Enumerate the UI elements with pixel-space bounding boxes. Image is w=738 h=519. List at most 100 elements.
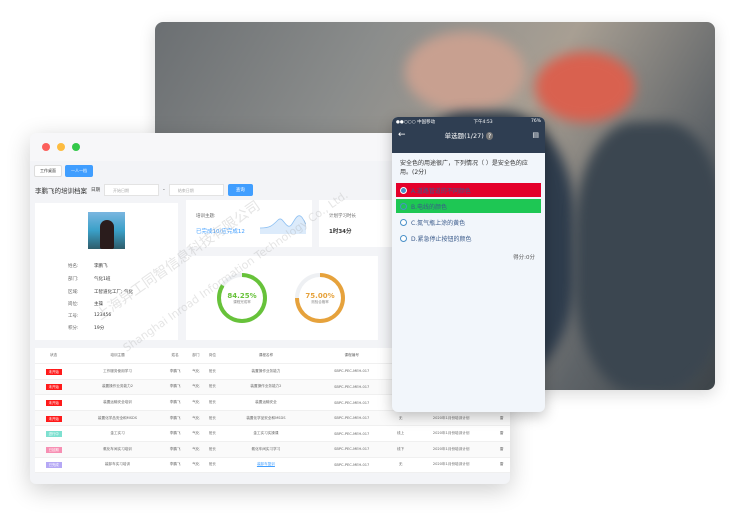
start-date-input[interactable]: 开始日期 <box>104 184 159 196</box>
table-cell: SBPC-PEC-MEH-017 <box>311 379 393 396</box>
ring-label: 测验合格率 <box>311 299 329 304</box>
stats-card: 84.25% 课程完成率 75.00% 测验合格率 <box>186 256 378 340</box>
table-cell: 氨化车间实习学习 <box>220 441 312 458</box>
plan-value: 1时34分 <box>329 229 352 235</box>
phone-header: ●●○○○ 中国移动 下午4:53 76% ← 单选题(1/27) ? ▤ <box>392 117 545 153</box>
status-badge: 未开始 <box>45 384 62 391</box>
date-label: 日期 <box>91 188 100 193</box>
field-label: 姓名: <box>68 264 79 269</box>
training-table: 状态培训主题姓名部门岗位课程名称课程编号方式培训计划讲师 未开始工作服务使用学习… <box>35 348 510 474</box>
table-cell: 气化 <box>187 441 205 458</box>
table-cell: SBPC-PEC-MEH-017 <box>311 457 393 474</box>
column-header: 课程名称 <box>220 348 312 365</box>
table-cell: SBPC-PEC-MEH-017 <box>311 425 393 443</box>
field-value: 19分 <box>94 326 105 331</box>
table-cell: 班长 <box>204 425 221 443</box>
column-header: 部门 <box>187 348 205 365</box>
field-value: 123456 <box>94 313 112 318</box>
table-row[interactable]: 未开始 装置化学品安全和MSDS 李鹏飞 气化 班长 装置化学品安全和MSDS SBPC-P… <box>35 410 510 427</box>
option-d[interactable]: D.紧急停止按钮的颜色 <box>396 231 541 245</box>
table-cell: 气化 <box>187 363 205 380</box>
date-separator: - <box>163 187 165 193</box>
table-cell: 气化 <box>187 457 205 474</box>
field-value: 李鹏飞 <box>94 264 108 269</box>
back-arrow-icon[interactable]: ← <box>398 130 406 140</box>
training-label: 培训主题: <box>196 214 216 219</box>
table-cell: 线上 <box>392 425 409 443</box>
status-badge: 未开始 <box>45 415 62 422</box>
query-button[interactable]: 查询 <box>227 184 253 196</box>
table-cell: 李鹏飞 <box>162 379 188 396</box>
table-cell: 气化 <box>187 379 205 396</box>
table-cell[interactable]: 装卸车复训 <box>220 457 312 474</box>
table-cell: 班长 <box>204 394 221 411</box>
option-b[interactable]: B.电线的颜色 <box>396 199 541 213</box>
table-row[interactable]: 已完成 装卸车实习培训 李鹏飞 气化 班长 装卸车复训 SBPC-PEC-MEH-017 无 2… <box>35 457 510 474</box>
table-cell: 气化 <box>187 425 205 443</box>
table-cell: 班长 <box>204 441 221 458</box>
carrier: ●●○○○ 中国移动 <box>396 120 436 125</box>
maximize-dot[interactable] <box>72 143 80 151</box>
column-header: 培训主题 <box>72 348 163 365</box>
score: 得分:0分 <box>513 255 535 261</box>
training-value: 已完成10/应完成12 <box>196 229 245 235</box>
table-cell: 金工实习 <box>72 425 163 443</box>
table-cell: 雷 <box>493 410 510 427</box>
column-header: 姓名 <box>162 348 188 365</box>
option-c[interactable]: C.氮气瓶上涂的黄色 <box>396 215 541 229</box>
table-cell: 装置化学品安全和MSDS <box>72 410 163 427</box>
table-cell: 雷 <box>493 441 510 458</box>
end-date-input[interactable]: 结束日期 <box>168 184 224 196</box>
table-cell: 装置操作业务能力2 <box>220 379 312 396</box>
table-cell: SBPC-PEC-MEH-017 <box>311 394 393 411</box>
table-cell: 工作服务使用学习 <box>72 363 163 380</box>
close-dot[interactable] <box>42 143 50 151</box>
table-cell: 李鹏飞 <box>162 363 188 380</box>
table-cell: 雷 <box>493 425 510 443</box>
tab-profile[interactable]: 一人一档 <box>65 165 93 177</box>
tab-desktop[interactable]: 工作桌面 <box>34 165 62 177</box>
table-row[interactable]: 未开始 装置操作业务能力2 李鹏飞 气化 班长 装置操作业务能力2 SBPC-PEC-MEH… <box>35 379 510 396</box>
field-value: 工智道化工厂; 气化 <box>94 290 133 295</box>
table-cell: 班长 <box>204 410 221 427</box>
table-cell: 班长 <box>204 457 221 474</box>
table-cell: 李鹏飞 <box>162 441 188 458</box>
table-cell: 无 <box>392 410 409 427</box>
battery: 76% <box>530 119 541 124</box>
table-cell: 李鹏飞 <box>162 425 188 443</box>
table-cell: 李鹏飞 <box>162 410 188 427</box>
field-label: 工号: <box>68 314 79 319</box>
status-badge: 已完成 <box>45 462 62 469</box>
minimize-dot[interactable] <box>57 143 65 151</box>
table-cell: 班长 <box>204 363 221 380</box>
field-label: 部门: <box>68 277 79 282</box>
table-cell: 班长 <box>204 379 221 396</box>
help-icon[interactable]: ? <box>485 132 494 140</box>
option-a[interactable]: A.道路管道的不同颜色 <box>396 183 541 197</box>
table-cell: 李鹏飞 <box>162 394 188 411</box>
table-cell: 2020年1月份培训计划 <box>408 457 494 474</box>
question-title: 单选题(1/27) <box>444 132 484 140</box>
table-cell: 线下 <box>392 441 409 458</box>
field-value: 气化1班 <box>94 277 111 282</box>
course-completion-ring: 84.25% 课程完成率 <box>217 273 267 323</box>
table-cell: 装置化学品安全和MSDS <box>220 410 312 427</box>
table-row[interactable]: 进行中 金工实习 李鹏飞 气化 班长 金工实习实操课 SBPC-PEC-MEH-017 线上 2… <box>35 425 510 443</box>
table-cell: 2020年1月份培训计划 <box>408 410 494 427</box>
status-badge: 未开始 <box>45 368 62 375</box>
status-badge: 已延期 <box>45 446 62 453</box>
avatar <box>88 212 125 249</box>
table-row[interactable]: 已延期 氨化车间实习培训 李鹏飞 气化 班长 氨化车间实习学习 SBPC-PEC-MEH-0… <box>35 441 510 458</box>
ring-value: 84.25% <box>227 291 257 300</box>
table-cell: 金工实习实操课 <box>220 425 312 443</box>
training-card: 培训主题: 已完成10/应完成12 <box>186 200 312 247</box>
field-label: 积分: <box>68 326 79 331</box>
answer-sheet-icon[interactable]: ▤ <box>532 131 539 139</box>
table-cell: SBPC-PEC-MEH-017 <box>311 410 393 427</box>
mobile-phone: ●●○○○ 中国移动 下午4:53 76% ← 单选题(1/27) ? ▤ 安全… <box>392 117 545 412</box>
profile-card: 姓名: 李鹏飞 部门: 气化1班 区域: 工智道化工厂; 气化 岗位: 主操 工号: 12… <box>35 203 178 340</box>
table-cell: 气化 <box>187 394 205 411</box>
table-cell: 装置运输安全 <box>220 394 312 411</box>
table-cell: 装置操作业务能力2 <box>72 379 163 396</box>
ring-value: 75.00% <box>305 291 335 300</box>
